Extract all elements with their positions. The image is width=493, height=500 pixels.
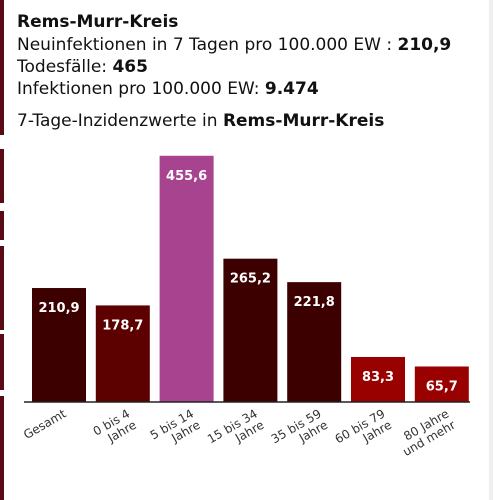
bar-value-label-4: 221,8 <box>294 295 335 310</box>
x-tick-label-2: 5 bis 14Jahre <box>148 406 203 453</box>
x-tick-label-5: 60 bis 79Jahre <box>333 406 394 457</box>
bar-value-label-6: 65,7 <box>426 379 458 394</box>
x-tick-label-1: 0 bis 4Jahre <box>91 406 139 449</box>
bar-value-label-5: 83,3 <box>362 370 394 385</box>
stat-infections-label: Infektionen pro 100.000 EW: <box>17 79 265 99</box>
bar-value-label-2: 455,6 <box>166 169 207 184</box>
chart-title-prefix: 7-Tage-Inzidenzwerte in <box>17 111 223 131</box>
bar-value-label-1: 178,7 <box>102 318 143 333</box>
bars-group: 210,9 178,7 455,6 265,2 221,8 83,3 65,7 <box>32 155 469 402</box>
bar-5 <box>351 356 405 402</box>
bar-value-label-3: 265,2 <box>230 272 271 287</box>
x-tick-label-3: 15 bis 34Jahre <box>205 406 266 457</box>
chart-title: 7-Tage-Inzidenzwerte in Rems-Murr-Kreis <box>17 110 487 132</box>
bar-2 <box>159 155 214 402</box>
page-left-edge <box>0 0 4 500</box>
page-right-edge <box>489 0 493 500</box>
stat-infections-value: 9.474 <box>264 79 319 99</box>
bar-6 <box>414 366 469 402</box>
bar-4 <box>287 282 342 402</box>
bar-value-label-0: 210,9 <box>38 301 79 316</box>
stat-deaths-label: Todesfälle: <box>17 57 113 77</box>
bar-1 <box>95 305 150 402</box>
stat-incidence: Neuinfektionen in 7 Tagen pro 100.000 EW… <box>17 34 487 56</box>
stat-incidence-label: Neuinfektionen in 7 Tagen pro 100.000 EW… <box>17 35 398 55</box>
bar-0 <box>32 288 86 402</box>
stat-infections: Infektionen pro 100.000 EW: 9.474 <box>17 78 487 100</box>
stat-deaths: Todesfälle: 465 <box>17 56 487 78</box>
incidence-bar-chart: 210,9 178,7 455,6 265,2 221,8 83,3 65,7 Gesamt… <box>21 155 470 459</box>
x-tick-label-4: 35 bis 59Jahre <box>269 406 330 457</box>
stat-incidence-value: 210,9 <box>397 35 452 55</box>
bar-3 <box>223 258 278 402</box>
x-tick-label-6: 80 Jahreund mehr <box>394 406 458 459</box>
x-tick-label-0: Gesamt <box>21 406 69 442</box>
stat-deaths-value: 465 <box>112 57 148 77</box>
region-name: Rems-Murr-Kreis <box>17 12 179 32</box>
x-tick-labels: Gesamt 0 bis 4Jahre 5 bis 14Jahre 15 bis 34… <box>21 406 458 459</box>
info-panel: Rems-Murr-Kreis Neuinfektionen in 7 Tage… <box>17 10 487 132</box>
chart-title-region: Rems-Murr-Kreis <box>222 111 385 131</box>
